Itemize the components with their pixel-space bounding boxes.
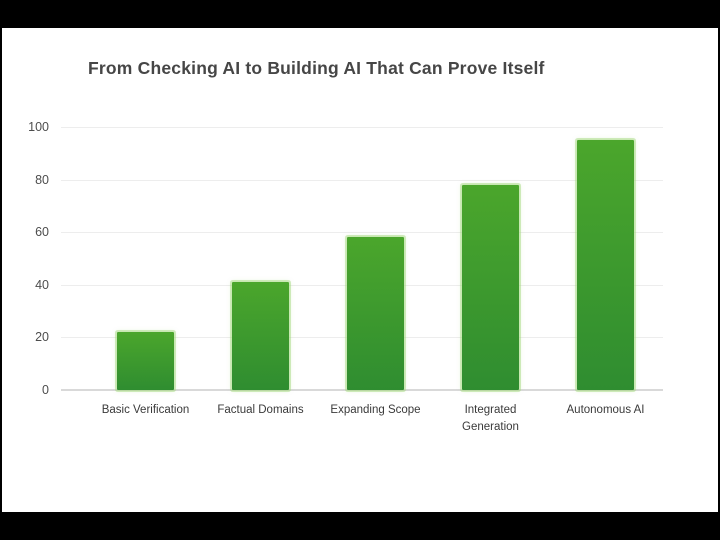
y-tick-label: 40 bbox=[35, 277, 49, 292]
bar-column bbox=[318, 127, 433, 390]
bar-5 bbox=[577, 140, 634, 390]
bar-column bbox=[548, 127, 663, 390]
y-tick-label: 60 bbox=[35, 225, 49, 240]
bar-series bbox=[88, 127, 663, 390]
chart-title: From Checking AI to Building AI That Can… bbox=[88, 58, 545, 78]
x-category-label: Autonomous AI bbox=[566, 404, 645, 416]
bar-2 bbox=[232, 282, 289, 390]
y-tick-label: 0 bbox=[42, 383, 49, 397]
y-tick-label: 20 bbox=[35, 330, 49, 345]
bar-column bbox=[203, 127, 318, 390]
bar-3 bbox=[347, 237, 404, 390]
y-tick-label: 80 bbox=[35, 172, 49, 187]
x-axis-line bbox=[61, 389, 663, 391]
bar-column bbox=[88, 127, 203, 390]
x-category-label: Integrated Generation bbox=[462, 404, 519, 433]
y-tick-label: 100 bbox=[28, 120, 49, 134]
slide-canvas: From Checking AI to Building AI That Can… bbox=[2, 28, 718, 512]
x-category-label: Expanding Scope bbox=[330, 404, 421, 416]
x-category-label: Basic Verification bbox=[101, 404, 190, 416]
gridline bbox=[61, 232, 663, 234]
gridline bbox=[61, 127, 663, 128]
gridline bbox=[61, 179, 663, 181]
x-axis-labels: Basic Verification Factual Domains Expandi… bbox=[88, 402, 663, 435]
bar-column bbox=[433, 127, 548, 390]
x-category-label: Factual Domains bbox=[217, 404, 304, 416]
bar-1 bbox=[117, 332, 174, 390]
bar-4 bbox=[462, 184, 519, 390]
